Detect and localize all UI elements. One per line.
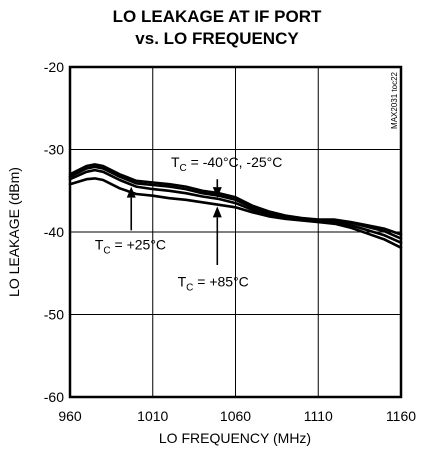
annotation-text: = +25°C: [111, 236, 166, 252]
y-axis-label: LO LEAKAGE (dBm): [6, 167, 22, 297]
series-layer: [68, 163, 403, 249]
y-tick-label: -50: [44, 307, 64, 323]
series-line-1: [68, 165, 403, 240]
annotation-text: = -40°C, -25°C: [187, 154, 283, 170]
annotation-prefix: T: [171, 154, 180, 170]
annotation-subscript: C: [186, 282, 193, 293]
annotation-label-0: TC = -40°C, -25°C: [171, 154, 282, 174]
annotation-text: = +85°C: [193, 273, 248, 289]
annotation-label-2: TC = +85°C: [178, 273, 249, 293]
plot-frame: [68, 65, 403, 399]
annotation-layer: TC = -40°C, -25°CTC = +25°CTC = +85°C: [95, 154, 283, 294]
side-label: MAX2031 toc22: [390, 71, 399, 128]
annotation-arrowhead-0: [212, 187, 222, 199]
x-tick-label: 1110: [304, 408, 333, 424]
annotation-arrowhead-2: [212, 206, 222, 218]
chart-title-line-1: LO LEAKAGE AT IF PORT: [113, 7, 322, 26]
y-tick-label: -20: [44, 59, 64, 75]
x-axis-label: LO FREQUENCY (MHz): [159, 430, 311, 446]
annotation-prefix: T: [178, 273, 187, 289]
chart-title-line-2: vs. LO FREQUENCY: [135, 29, 299, 48]
x-tick-label: 1010: [137, 408, 168, 424]
x-tick-label: 1060: [220, 408, 251, 424]
tick-label-layer: -20 -30 -40 -50 -60 960 1010 1060 1110 1160: [44, 59, 416, 424]
annotation-label-1: TC = +25°C: [95, 236, 166, 256]
series-line-3: [68, 177, 403, 249]
y-tick-label: -30: [44, 142, 64, 158]
annotation-prefix: T: [95, 236, 104, 252]
annotation-subscript: C: [180, 163, 187, 174]
annotation-subscript: C: [103, 245, 110, 256]
y-tick-label: -40: [44, 224, 64, 240]
x-tick-label: 960: [58, 408, 82, 424]
annotation-arrowhead-1: [126, 186, 136, 198]
y-tick-label: -60: [44, 389, 64, 405]
grid: [70, 67, 401, 397]
series-line-2: [68, 168, 403, 244]
x-tick-label: 1160: [386, 408, 416, 424]
